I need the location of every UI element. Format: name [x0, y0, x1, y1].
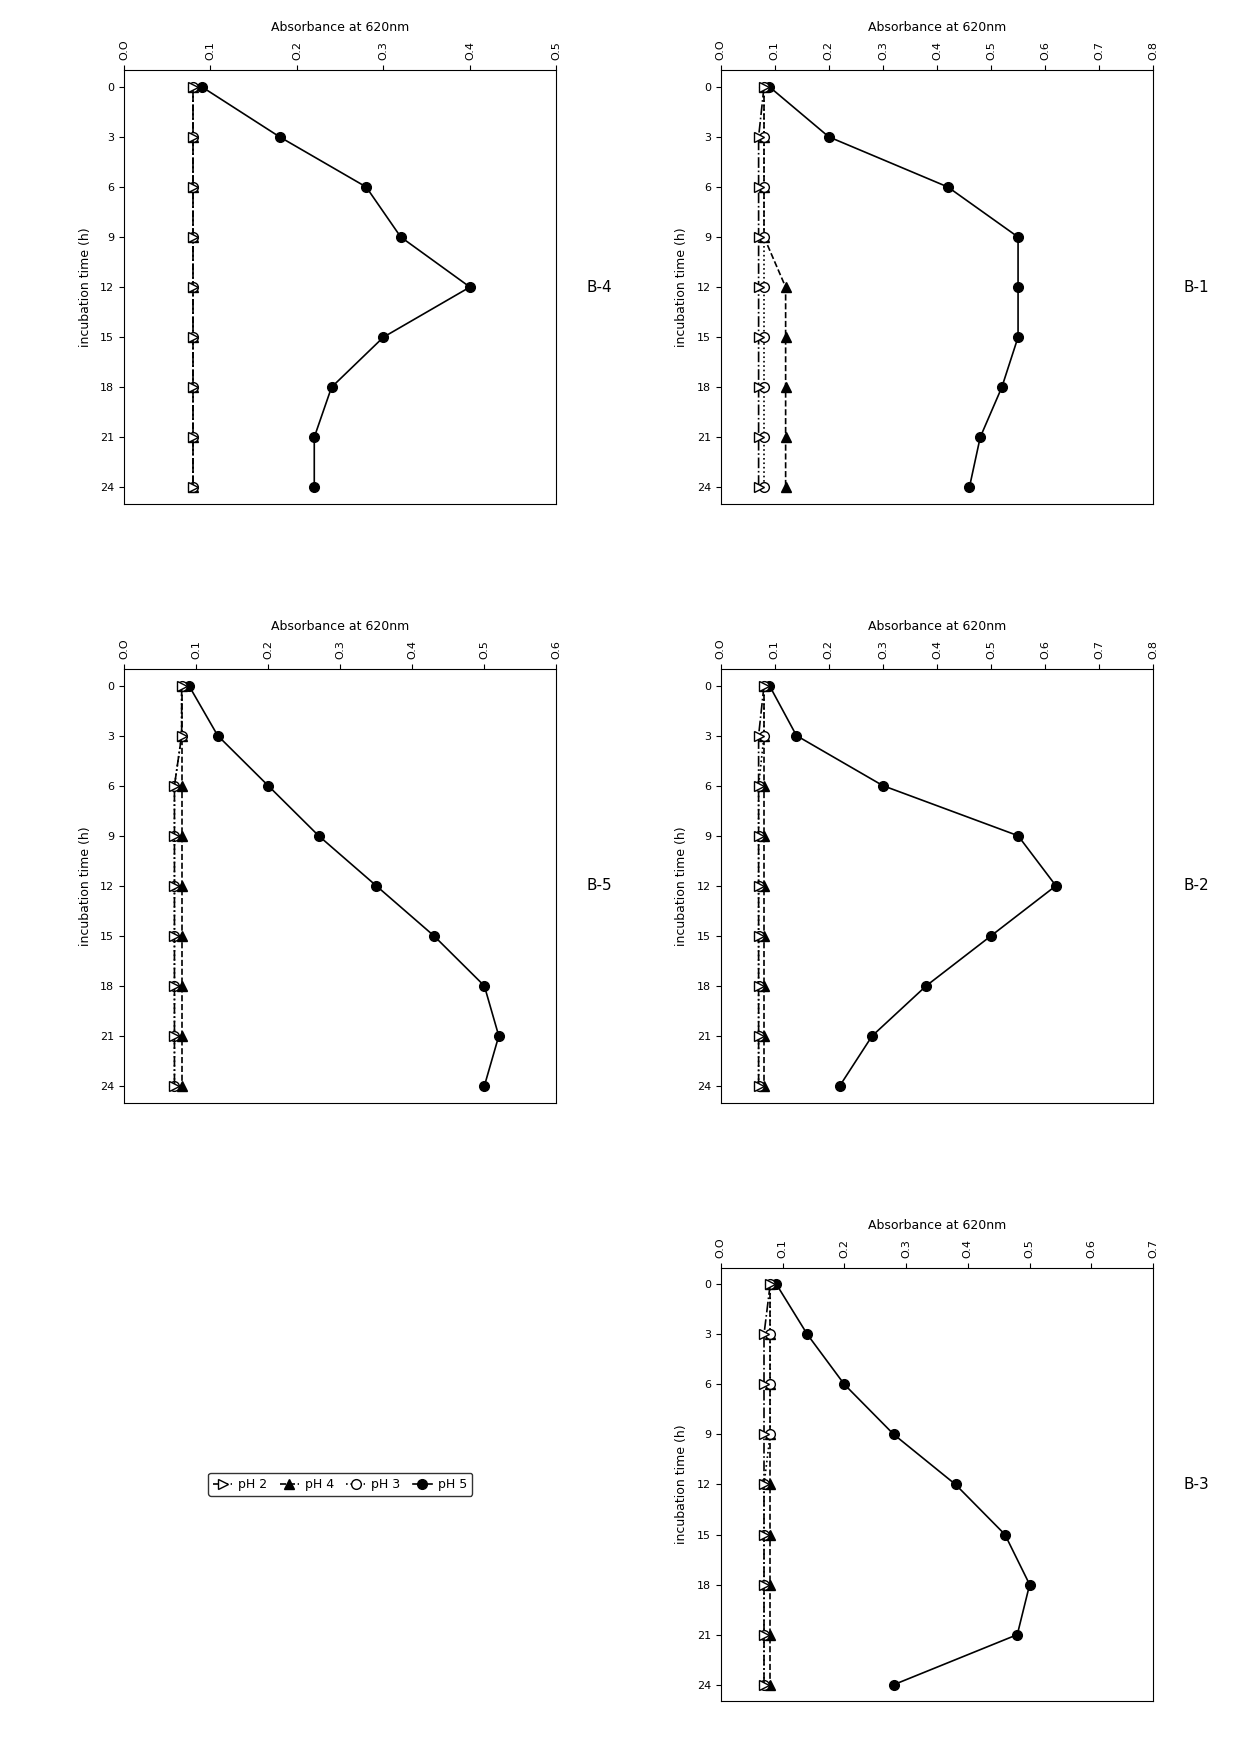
- X-axis label: Absorbance at 620nm: Absorbance at 620nm: [272, 621, 409, 633]
- Y-axis label: incubation time (h): incubation time (h): [676, 826, 688, 945]
- Legend: pH 2, pH 4, pH 3, pH 5: pH 2, pH 4, pH 3, pH 5: [208, 1473, 472, 1496]
- Text: B-2: B-2: [1183, 879, 1209, 893]
- X-axis label: Absorbance at 620nm: Absorbance at 620nm: [272, 21, 409, 35]
- Text: B-5: B-5: [587, 879, 613, 893]
- Text: B-1: B-1: [1183, 279, 1209, 295]
- Y-axis label: incubation time (h): incubation time (h): [676, 228, 688, 347]
- Y-axis label: incubation time (h): incubation time (h): [78, 228, 92, 347]
- Y-axis label: incubation time (h): incubation time (h): [676, 1424, 688, 1544]
- Text: B-3: B-3: [1183, 1477, 1209, 1493]
- X-axis label: Absorbance at 620nm: Absorbance at 620nm: [868, 621, 1006, 633]
- Y-axis label: incubation time (h): incubation time (h): [78, 826, 92, 945]
- X-axis label: Absorbance at 620nm: Absorbance at 620nm: [868, 21, 1006, 35]
- Text: B-4: B-4: [587, 279, 613, 295]
- X-axis label: Absorbance at 620nm: Absorbance at 620nm: [868, 1219, 1006, 1231]
